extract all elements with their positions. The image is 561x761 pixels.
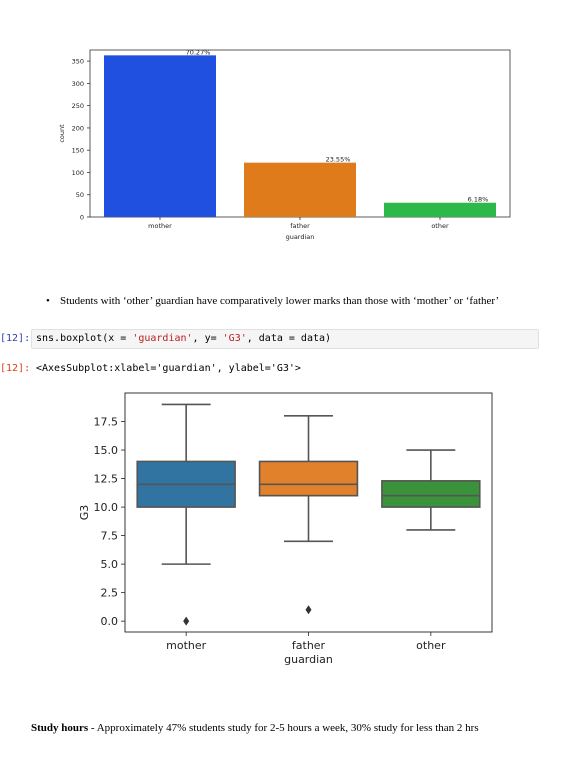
count-bar-chart: 0 50 100 150 200 250 300 350 70.27% mother 23.55% f… <box>58 48 511 241</box>
code-suffix: , data = data) <box>246 333 332 344</box>
bar-y-tick-label: 100 <box>72 169 84 177</box>
code-prefix: sns.boxplot(x = <box>36 333 133 344</box>
box-other <box>381 449 481 531</box>
bar-y-tick-label: 200 <box>72 124 84 132</box>
outlier-marker <box>305 605 312 615</box>
bar-y-tick-label: 150 <box>72 147 84 155</box>
study-hours-heading: Study hours <box>31 722 89 734</box>
bar-y-tick-label: 300 <box>72 80 84 88</box>
code-string-guardian: 'guardian' <box>132 333 193 344</box>
bar-y-tick-label: 0 <box>80 214 84 222</box>
bar-father <box>244 162 356 217</box>
box-y-tick-label: 7.5 <box>101 530 119 543</box>
box-y-tick-label: 17.5 <box>94 416 119 429</box>
output-prompt: [12]: <box>0 363 31 374</box>
box-y-tick-label: 15.0 <box>94 444 119 457</box>
input-prompt: [12]: <box>0 333 31 344</box>
box-y-axis-label: G3 <box>78 505 91 521</box>
bar-value-label: 6.18% <box>468 196 489 204</box>
bar-x-axis-label: guardian <box>286 233 315 241</box>
bar-x-tick-label: other <box>431 222 449 230</box>
study-hours-paragraph: Study hours - Approximately 47% students… <box>31 722 543 735</box>
iqr-box <box>258 460 359 497</box>
bar-value-label: 23.55% <box>326 156 351 164</box>
bullet-point: • Students with ‘other’ guardian have co… <box>46 295 546 308</box>
bullet-dot: • <box>46 295 50 307</box>
bar-mother <box>104 55 216 218</box>
code-string-g3: 'G3' <box>222 333 247 344</box>
bar-y-axis-label: count <box>58 124 66 143</box>
code-mid: , y= <box>192 333 223 344</box>
bar-y-tick-label: 250 <box>72 102 84 110</box>
box-y-tick-label: 2.5 <box>101 587 119 600</box>
box-mother <box>136 403 236 626</box>
output-text: <AxesSubplot:xlabel='guardian', ylabel='… <box>36 363 301 374</box>
g3-boxplot: 0.0 2.5 5.0 7.5 10.0 12.5 15.0 17.5 mother father… <box>78 392 493 666</box>
bar-y-tick-label: 50 <box>76 191 84 199</box>
bar-y-tick-label: 350 <box>72 58 84 66</box>
bar-value-label: 70.27% <box>186 48 211 56</box>
box-y-tick-label: 10.0 <box>94 501 119 514</box>
box-father <box>258 415 359 615</box>
box-x-tick-label: mother <box>166 639 206 652</box>
outlier-marker <box>183 616 190 626</box>
bar-other <box>384 202 496 217</box>
box-y-tick-label: 12.5 <box>94 473 119 486</box>
bar-x-tick-label: father <box>290 222 310 230</box>
box-x-tick-label: father <box>292 639 326 652</box>
study-hours-text: - Approximately 47% students study for 2… <box>88 722 479 734</box>
box-y-tick-label: 5.0 <box>101 558 119 571</box>
code-cell[interactable]: sns.boxplot(x = 'guardian', y= 'G3', dat… <box>31 329 539 349</box>
box-x-axis-label: guardian <box>284 653 333 666</box>
bar-x-tick-label: mother <box>148 222 172 230</box>
box-x-tick-label: other <box>416 639 446 652</box>
bullet-text: Students with ‘other’ guardian have comp… <box>60 295 500 307</box>
iqr-box <box>381 480 481 508</box>
box-y-tick-label: 0.0 <box>101 615 119 628</box>
